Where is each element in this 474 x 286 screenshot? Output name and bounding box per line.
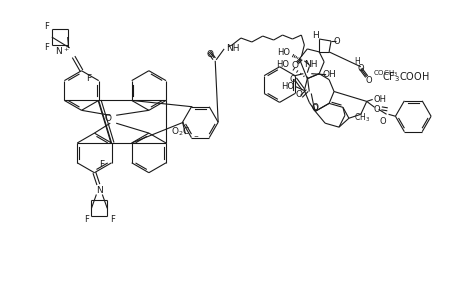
Text: F: F (84, 215, 89, 224)
Text: F: F (45, 43, 49, 52)
Text: $^-$: $^-$ (191, 132, 199, 142)
Text: HO: HO (282, 82, 294, 91)
Text: O: O (334, 37, 340, 45)
Text: O: O (105, 114, 112, 123)
Text: OH: OH (374, 95, 387, 104)
Text: O: O (207, 50, 214, 59)
Text: N: N (96, 186, 103, 195)
Text: H: H (354, 57, 360, 66)
Text: NH: NH (304, 60, 318, 69)
Text: COCH$_3$: COCH$_3$ (373, 69, 398, 79)
Text: O: O (289, 75, 296, 84)
Text: O: O (312, 103, 319, 112)
Text: O: O (357, 64, 364, 73)
Text: F: F (99, 160, 104, 169)
Text: HO: HO (276, 60, 290, 69)
Text: CH$_3$: CH$_3$ (354, 112, 370, 124)
Text: N$^+$: N$^+$ (55, 45, 70, 57)
Text: O: O (296, 90, 303, 99)
Text: O$_2$C: O$_2$C (171, 126, 191, 138)
Text: O: O (292, 61, 299, 70)
Text: OH: OH (322, 70, 336, 79)
Text: NH: NH (226, 44, 239, 53)
Text: O: O (379, 117, 386, 126)
Text: F: F (86, 74, 91, 83)
Text: CF$_3$COOH: CF$_3$COOH (383, 70, 430, 84)
Text: F: F (110, 215, 115, 224)
Text: F: F (45, 22, 49, 31)
Text: O: O (374, 105, 380, 114)
Text: O: O (312, 104, 319, 113)
Text: O: O (365, 76, 372, 85)
Text: HO: HO (277, 48, 291, 57)
Text: H: H (312, 31, 319, 39)
